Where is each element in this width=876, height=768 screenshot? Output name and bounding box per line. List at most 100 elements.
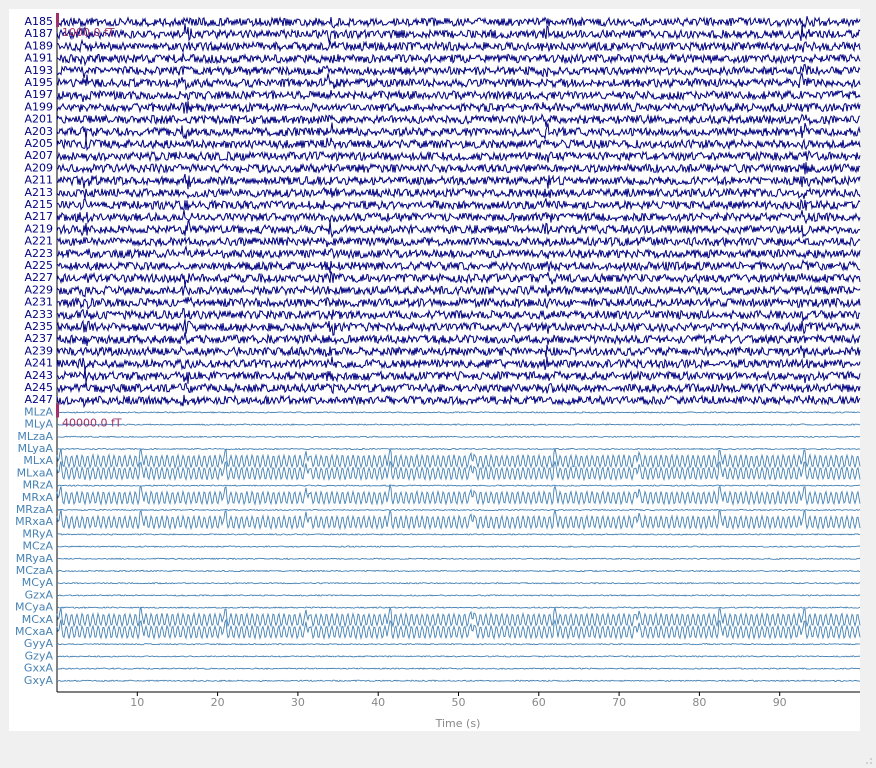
channel-label: MCyaA	[15, 601, 53, 614]
channel-label: MLyA	[24, 418, 53, 431]
channel-trace	[56, 71, 861, 91]
channel-trace	[56, 394, 861, 409]
channel-trace	[56, 137, 861, 152]
channel-trace	[56, 38, 861, 54]
channel-trace	[56, 594, 861, 597]
channel-trace	[56, 483, 861, 506]
channel-label: MRzaA	[16, 503, 54, 516]
channel-trace	[56, 344, 861, 359]
channel-label: A239	[24, 344, 53, 357]
channel-trace	[56, 459, 861, 482]
channel-label: A223	[24, 247, 53, 260]
channel-label: MCxA	[22, 613, 54, 626]
channel-trace	[56, 367, 861, 384]
scale-bar	[56, 403, 59, 418]
channel-label: GzxA	[25, 588, 54, 601]
channel-trace	[56, 447, 861, 470]
channel-trace	[56, 435, 861, 439]
channel-label: A231	[24, 296, 53, 309]
channel-trace	[56, 122, 861, 141]
channel-label: MCxaA	[15, 625, 53, 638]
channel-trace	[56, 679, 860, 683]
channel-label: A205	[24, 137, 53, 150]
channel-label: A215	[24, 198, 53, 211]
channel-trace	[56, 89, 861, 103]
channel-trace	[56, 557, 861, 561]
channel-label: GzyA	[25, 649, 54, 662]
channel-trace	[56, 545, 861, 548]
scale-label: 40000.0 fT	[62, 416, 122, 429]
x-tick-label: 40	[371, 696, 385, 709]
channel-label: A199	[24, 100, 53, 113]
channel-label: A191	[24, 52, 53, 65]
channel-label: A197	[24, 88, 53, 101]
channel-label: A247	[24, 393, 53, 406]
channel-trace	[56, 356, 861, 371]
channel-label: A203	[24, 125, 53, 138]
channel-trace	[56, 381, 861, 395]
channel-trace	[56, 220, 861, 239]
scale-label: 1000.0 fT	[62, 26, 115, 39]
channel-trace	[56, 508, 861, 531]
channel-trace	[56, 581, 861, 585]
channel-label: GxyA	[24, 674, 54, 687]
x-tick-label: 70	[612, 696, 626, 709]
channel-label: A185	[24, 15, 53, 28]
channel-trace	[56, 245, 861, 260]
x-tick-label: 10	[130, 696, 144, 709]
x-tick-label: 80	[692, 696, 706, 709]
channel-trace	[56, 52, 861, 67]
channel-label: A235	[24, 320, 53, 333]
channel-trace	[56, 332, 861, 347]
channel-label: A201	[24, 113, 53, 126]
channel-trace	[56, 162, 861, 175]
x-tick-label: 20	[211, 696, 225, 709]
channel-label: MLxA	[23, 454, 53, 467]
channel-label: MRxaA	[15, 515, 53, 528]
channel-label: MLyaA	[18, 442, 54, 455]
channel-label: MLxaA	[17, 466, 54, 479]
channel-label: A189	[24, 39, 53, 52]
channel-trace	[56, 655, 861, 658]
channel-label: MLzA	[24, 405, 53, 418]
x-tick-label: 90	[773, 696, 787, 709]
channel-trace	[56, 569, 861, 573]
channel-trace	[56, 113, 861, 127]
channel-trace	[56, 319, 861, 336]
figure-background	[9, 9, 860, 731]
channel-label: A221	[24, 235, 53, 248]
channel-trace	[56, 186, 861, 200]
channel-label: A233	[24, 308, 53, 321]
channel-label: MCzaA	[16, 564, 54, 577]
channel-label: A193	[24, 64, 53, 77]
channel-label: A213	[24, 186, 53, 199]
channel-trace	[56, 210, 861, 225]
channel-trace	[56, 101, 861, 114]
channel-trace	[56, 235, 861, 248]
channel-label: A219	[24, 222, 53, 235]
channel-trace	[56, 63, 861, 79]
channel-trace	[56, 271, 861, 287]
channel-trace	[56, 447, 861, 451]
channel-label: A241	[24, 357, 53, 370]
resize-handle[interactable]	[866, 758, 872, 764]
channel-label: MRzA	[23, 479, 54, 492]
channel-trace	[56, 259, 861, 273]
channel-label: A195	[24, 76, 53, 89]
channel-label: MCzA	[23, 540, 54, 553]
channel-label: A225	[24, 259, 53, 272]
x-axis-label: Time (s)	[435, 717, 481, 730]
channel-trace	[56, 618, 861, 641]
channel-label: GxxA	[24, 662, 54, 675]
channel-trace	[56, 423, 861, 426]
channel-label: MRyaA	[16, 552, 54, 565]
channel-trace	[56, 198, 861, 212]
channel-label: A209	[24, 161, 53, 174]
channel-label: MLzaA	[17, 430, 53, 443]
channel-trace	[56, 307, 861, 322]
x-tick-label: 30	[291, 696, 305, 709]
channel-label: MRyA	[22, 527, 53, 540]
channel-trace	[56, 296, 861, 311]
channel-label: A217	[24, 210, 53, 223]
